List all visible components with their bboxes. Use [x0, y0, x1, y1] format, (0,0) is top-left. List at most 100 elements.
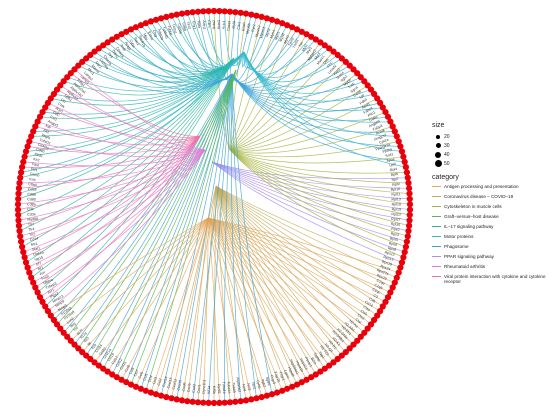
- network-edge: [25, 57, 235, 263]
- gene-label: H2-Eb1: [340, 325, 352, 336]
- network-edge: [39, 149, 206, 298]
- network-edge: [207, 217, 375, 321]
- network-edge: [231, 73, 273, 395]
- network-edge: [135, 217, 209, 387]
- gene-label: H2-K1: [331, 336, 341, 346]
- gene-label: Coro1a: [115, 46, 125, 58]
- network-edge: [47, 102, 206, 151]
- network-edge: [215, 185, 389, 298]
- gene-label: Cd40: [36, 147, 45, 153]
- network-edge: [56, 69, 237, 325]
- gene-node: [387, 118, 394, 125]
- size-legend-item: 50: [432, 159, 548, 168]
- gene-label: Cxcl9: [181, 382, 186, 392]
- gene-node: [404, 233, 411, 240]
- gene-label: Irf7: [36, 261, 42, 266]
- network-edge: [90, 69, 237, 360]
- network-edge: [181, 13, 233, 81]
- gene-label: B2m: [310, 357, 317, 365]
- network-edge: [197, 11, 233, 81]
- gene-label: Ncf4: [241, 384, 246, 392]
- gene-label: Acsl1: [361, 102, 371, 110]
- gene-node: [36, 294, 44, 301]
- network-edge: [20, 135, 201, 242]
- gene-label: Hspa1b: [295, 360, 304, 373]
- gene-node: [401, 249, 408, 256]
- network-edge: [53, 73, 233, 321]
- network-edge: [211, 161, 410, 189]
- gene-node: [113, 33, 120, 40]
- gene-node: [15, 195, 22, 203]
- gene-label: C1qa: [376, 278, 385, 285]
- size-dot-icon: [436, 134, 440, 139]
- network-edge: [176, 14, 235, 71]
- gene-label: Cd74: [364, 300, 373, 308]
- category-legend-item: Coronavirus disease – COVID–19: [432, 194, 548, 203]
- network-edge: [215, 185, 263, 398]
- category-legend-item: Graft–versus–host disease: [432, 214, 548, 223]
- gene-label: Ifng: [69, 322, 76, 329]
- gene-label: Rpl6: [390, 172, 398, 177]
- gene-node: [406, 201, 414, 208]
- gene-label: Rpl19: [392, 207, 401, 211]
- network-edge: [192, 73, 233, 402]
- gene-node: [364, 82, 371, 89]
- network-edge: [207, 217, 399, 273]
- gene-label: Tnfsf11: [39, 138, 51, 146]
- gene-label: Ncf2: [246, 383, 251, 391]
- gene-label: Rps12: [384, 250, 395, 257]
- network-edge: [27, 135, 201, 154]
- gene-node: [17, 233, 24, 240]
- gene-node: [14, 206, 22, 213]
- gene-node: [312, 36, 319, 43]
- gene-label: Fcgr1: [279, 371, 286, 381]
- gene-node: [210, 399, 218, 407]
- gene-label: Rps5: [389, 236, 398, 241]
- gene-node: [71, 341, 78, 348]
- gene-label: Angptl4: [368, 119, 381, 128]
- category-legend-item: Motor proteins: [432, 234, 548, 243]
- gene-node: [28, 274, 35, 281]
- network-edge: [229, 141, 399, 158]
- gene-node: [163, 394, 170, 401]
- network-edge: [229, 149, 408, 237]
- network-edge: [63, 73, 233, 334]
- gene-node: [216, 8, 223, 15]
- gene-label: Sgca: [350, 85, 359, 93]
- size-legend-item: 20: [432, 132, 548, 141]
- gene-node: [382, 298, 389, 305]
- gene-label: Rpl7: [391, 177, 399, 182]
- gene-node: [19, 164, 26, 171]
- gene-label: Rpl27: [391, 217, 401, 222]
- network-edge: [207, 217, 303, 383]
- gene-node: [184, 398, 191, 405]
- network-edge: [37, 121, 206, 153]
- gene-label: Hmgcs2: [374, 133, 388, 142]
- gene-node: [346, 345, 353, 352]
- gene-label: Rpl11: [391, 192, 400, 197]
- gene-node: [237, 398, 244, 405]
- gene-node: [152, 16, 160, 23]
- gene-node: [60, 78, 67, 85]
- gene-node: [168, 395, 175, 402]
- gene-node: [158, 392, 165, 399]
- gene-node: [406, 190, 413, 197]
- gene-label: Myh1: [274, 31, 281, 41]
- gene-label: Prf1: [31, 167, 38, 172]
- gene-label: Cxcl13: [167, 377, 174, 389]
- gene-node: [173, 11, 180, 18]
- gene-label: Myoz1: [316, 54, 325, 65]
- gene-node: [53, 86, 61, 93]
- network-edge: [215, 185, 350, 349]
- gene-label: Hspa8: [287, 366, 295, 377]
- network-edge: [211, 161, 409, 232]
- gene-label: Il1r1: [47, 288, 55, 295]
- gene-label: Acta2: [212, 20, 216, 29]
- network-edge: [229, 85, 368, 151]
- gene-label: Icos: [29, 177, 36, 182]
- gene-node: [91, 48, 98, 55]
- gene-node: [357, 74, 364, 81]
- network-edge: [207, 217, 354, 345]
- line-swatch-icon: [432, 215, 441, 218]
- gene-node: [71, 66, 78, 73]
